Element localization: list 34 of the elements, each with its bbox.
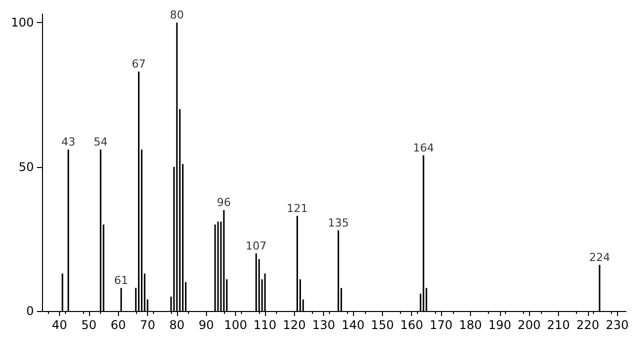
annotation: 121 [286,202,308,215]
x-tick-label: 100 [224,318,248,332]
x-tick-label: 120 [282,318,306,332]
x-tick-label: 110 [254,318,276,332]
x-tick-label: 220 [576,318,600,332]
x-tick-label: 80 [169,318,185,332]
x-tick-label: 60 [110,318,126,332]
x-tick-label: 130 [312,318,336,332]
annotation: 80 [170,8,184,22]
y-tick-label: 0 [26,304,34,318]
x-tick-label: 150 [370,318,394,332]
x-tick-label: 140 [342,318,364,332]
annotation: 61 [114,274,128,287]
x-tick-label: 40 [52,318,68,332]
x-tick-label: 90 [198,318,214,332]
annotation: 67 [132,58,146,71]
x-tick-label: 50 [81,318,97,332]
x-tick-label: 210 [547,318,570,332]
x-tick-label: 160 [400,318,424,332]
x-tick-label: 170 [430,318,453,332]
annotation: 43 [61,136,76,149]
x-tick-label: 190 [488,318,512,332]
x-tick-label: 200 [518,318,541,332]
x-tick-label: 180 [458,318,482,332]
y-tick-label: 50 [18,160,34,174]
y-tick-label: 100 [11,16,34,30]
annotation: 96 [216,196,231,210]
annotation: 54 [94,136,108,149]
annotation: 107 [246,239,267,252]
annotation: 164 [412,141,434,154]
annotation: 135 [328,216,349,230]
x-tick-label: 230 [606,318,629,332]
x-tick-label: 70 [140,318,156,332]
annotation: 224 [589,250,610,264]
